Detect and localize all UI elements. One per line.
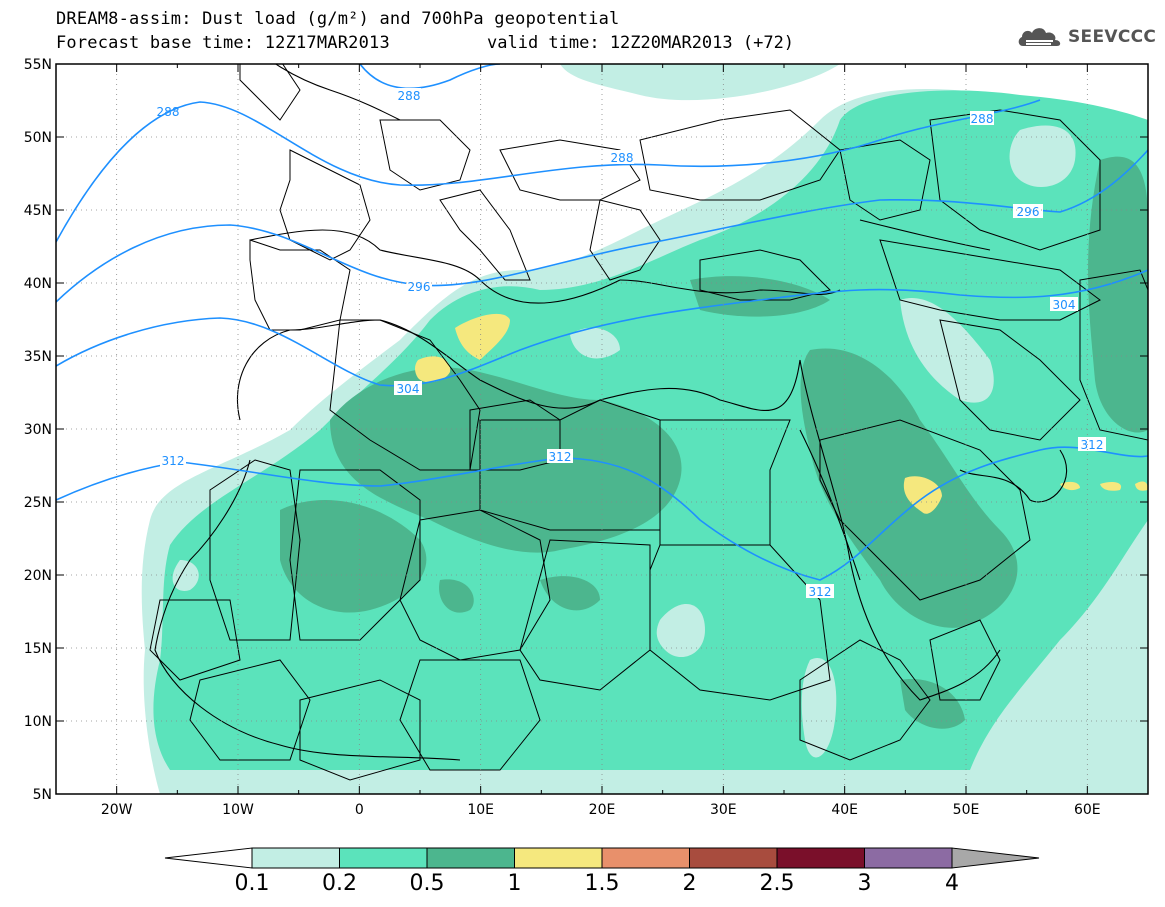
lon-tick-label: 40E — [831, 802, 858, 818]
graticule — [56, 64, 1148, 794]
contour-label: 312 — [1081, 438, 1104, 452]
colorbar-segment — [776, 847, 865, 869]
lat-tick-label: 15N — [24, 641, 52, 657]
forecast-base-time: Forecast base time: 12Z17MAR2013 — [56, 33, 390, 53]
lon-tick-label: 20W — [101, 802, 133, 818]
contour-label: 296 — [1017, 205, 1040, 219]
lat-tick-label: 10N — [24, 714, 52, 730]
lon-tick-label: 50E — [953, 802, 980, 818]
dust-level-0.5 — [280, 156, 1148, 729]
axis-ticks — [55, 63, 1149, 795]
contour-label: 288 — [157, 105, 180, 119]
lat-tick-label: 35N — [24, 349, 52, 365]
dust-level-0.1-patches — [172, 125, 1076, 758]
valid-time: valid time: 12Z20MAR2013 (+72) — [487, 33, 795, 53]
colorbar-segment — [426, 847, 515, 869]
contour-labels: 288 288 288 288 296 296 304 304 312 312 … — [157, 88, 1106, 599]
colorbar-label: 0.5 — [409, 871, 445, 896]
map-title: DREAM8-assim: Dust load (g/m²) and 700hP… — [56, 9, 620, 29]
lat-tick-label: 5N — [33, 787, 52, 803]
lon-tick-label: 10W — [222, 802, 254, 818]
colorbar-under-triangle — [164, 847, 253, 869]
lon-tick-label: 10E — [467, 802, 494, 818]
colorbar-label: 1.5 — [584, 871, 620, 896]
lat-tick-label: 50N — [24, 130, 52, 146]
lat-tick-label: 55N — [24, 57, 52, 73]
lon-tick-label: 30E — [710, 802, 737, 818]
lon-tick-label: 0 — [355, 802, 364, 818]
logo-text: SEEVCCC — [1068, 27, 1157, 47]
contour-label: 312 — [162, 454, 185, 468]
lat-tick-label: 45N — [24, 203, 52, 219]
seevccc-logo: SEEVCCC — [1017, 24, 1156, 50]
colorbar-label: 3 — [857, 871, 872, 896]
dust-level-1 — [415, 313, 1148, 514]
colorbar-label: 2.5 — [759, 871, 795, 896]
contour-label: 288 — [971, 112, 994, 126]
contour-label: 288 — [398, 89, 421, 103]
colorbar-segment — [689, 847, 778, 869]
colorbar-label: 0.2 — [322, 871, 357, 896]
contour-label: 304 — [1053, 298, 1076, 312]
colorbar-segment — [339, 847, 428, 869]
colorbar-label: 2 — [682, 871, 697, 896]
contour-label: 288 — [611, 151, 634, 165]
colorbar-segment — [251, 847, 340, 869]
colorbar-segment — [601, 847, 690, 869]
colorbar-segment — [514, 847, 603, 869]
lon-tick-label: 20E — [589, 802, 616, 818]
contour-label: 296 — [408, 280, 431, 294]
lat-tick-label: 40N — [24, 276, 52, 292]
cloud-icon — [1018, 28, 1061, 46]
lat-tick-label: 25N — [24, 495, 52, 511]
contour-label: 312 — [809, 585, 832, 599]
lat-tick-label: 20N — [24, 568, 52, 584]
contour-label: 304 — [397, 382, 420, 396]
colorbar-segment — [864, 847, 953, 869]
colorbar-label: 4 — [945, 871, 959, 896]
lat-tick-label: 30N — [24, 422, 52, 438]
colorbar — [164, 847, 1040, 869]
colorbar-label: 0.1 — [234, 871, 270, 896]
axis-tick-labels: 20W 10W 0 10E 20E 30E 40E 50E 60E 55N 50N 45N 40N 35N… — [24, 57, 1101, 818]
colorbar-label: 1 — [507, 871, 522, 896]
contour-label: 312 — [549, 450, 572, 464]
coastlines — [154, 64, 1067, 761]
lon-tick-label: 60E — [1074, 802, 1101, 818]
colorbar-over-triangle — [951, 847, 1040, 869]
